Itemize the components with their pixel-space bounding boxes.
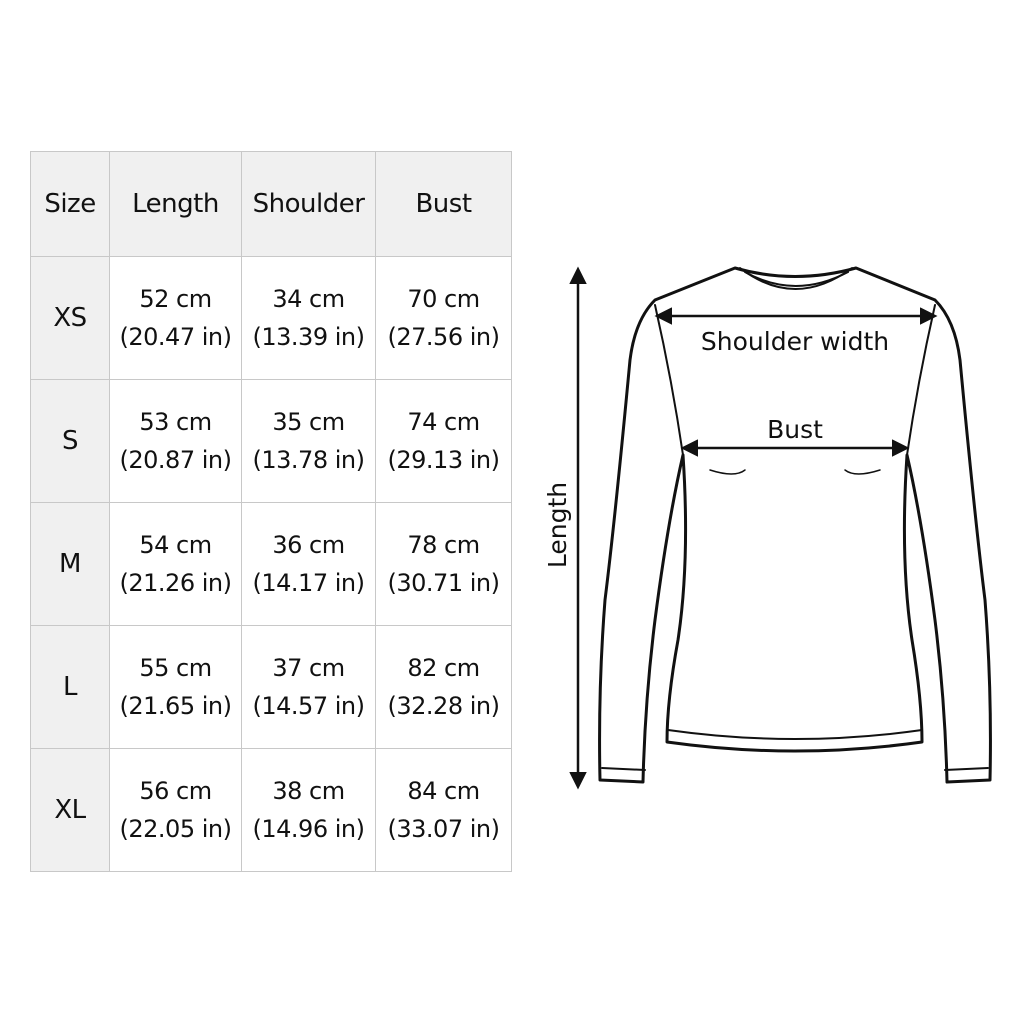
length-label: Length	[543, 482, 572, 568]
table-row: XL 56 cm (22.05 in) 38 cm (14.96 in) 84 cm (33…	[30, 748, 512, 872]
shoulder-cell: 38 cm (14.96 in)	[241, 748, 376, 872]
length-cm-value: 55 cm	[139, 654, 212, 682]
length-in-value: (20.87 in)	[119, 446, 232, 474]
table-row: L 55 cm (21.65 in) 37 cm (14.57 in) 82 cm (32.…	[30, 625, 512, 749]
length-in-value: (20.47 in)	[119, 323, 232, 351]
size-cell: L	[30, 625, 110, 749]
length-in-value: (21.65 in)	[119, 692, 232, 720]
length-in-value: (22.05 in)	[119, 815, 232, 843]
table-header-row: Size Length Shoulder Bust	[30, 151, 512, 257]
shoulder-cm-value: 35 cm	[272, 408, 345, 436]
header-size: Size	[30, 151, 110, 257]
shoulder-in-value: (14.57 in)	[252, 692, 365, 720]
size-cell: XL	[30, 748, 110, 872]
bust-cm-value: 70 cm	[407, 285, 480, 313]
shoulder-cell: 36 cm (14.17 in)	[241, 502, 376, 626]
bust-cm-value: 78 cm	[407, 531, 480, 559]
length-cell: 52 cm (20.47 in)	[109, 256, 242, 380]
size-cell: S	[30, 379, 110, 503]
bust-cell: 74 cm (29.13 in)	[375, 379, 512, 503]
shoulder-cm-value: 36 cm	[272, 531, 345, 559]
shoulder-cell: 34 cm (13.39 in)	[241, 256, 376, 380]
bust-in-value: (27.56 in)	[387, 323, 500, 351]
table-row: S 53 cm (20.87 in) 35 cm (13.78 in) 74 cm (29.…	[30, 379, 512, 503]
header-shoulder: Shoulder	[241, 151, 376, 257]
size-cell: M	[30, 502, 110, 626]
length-cm-value: 53 cm	[139, 408, 212, 436]
length-cell: 53 cm (20.87 in)	[109, 379, 242, 503]
bust-cell: 70 cm (27.56 in)	[375, 256, 512, 380]
bust-cm-value: 82 cm	[407, 654, 480, 682]
bust-cm-value: 84 cm	[407, 777, 480, 805]
length-cm-value: 52 cm	[139, 285, 212, 313]
bust-cell: 84 cm (33.07 in)	[375, 748, 512, 872]
shoulder-in-value: (14.96 in)	[252, 815, 365, 843]
bust-in-value: (33.07 in)	[387, 815, 500, 843]
shoulder-width-label: Shoulder width	[701, 327, 889, 356]
shoulder-cell: 37 cm (14.57 in)	[241, 625, 376, 749]
header-bust: Bust	[375, 151, 512, 257]
shoulder-cm-value: 37 cm	[272, 654, 345, 682]
length-cm-value: 54 cm	[139, 531, 212, 559]
shoulder-cm-value: 34 cm	[272, 285, 345, 313]
length-cell: 55 cm (21.65 in)	[109, 625, 242, 749]
bust-cell: 82 cm (32.28 in)	[375, 625, 512, 749]
bust-cm-value: 74 cm	[407, 408, 480, 436]
length-cm-value: 56 cm	[139, 777, 212, 805]
shoulder-in-value: (13.78 in)	[252, 446, 365, 474]
bust-cell: 78 cm (30.71 in)	[375, 502, 512, 626]
shoulder-in-value: (13.39 in)	[252, 323, 365, 351]
bust-in-value: (30.71 in)	[387, 569, 500, 597]
size-chart-table: Size Length Shoulder Bust XS 52 cm (20.47 …	[30, 151, 512, 872]
shoulder-cm-value: 38 cm	[272, 777, 345, 805]
shoulder-in-value: (14.17 in)	[252, 569, 365, 597]
bust-in-value: (32.28 in)	[387, 692, 500, 720]
bust-in-value: (29.13 in)	[387, 446, 500, 474]
shoulder-cell: 35 cm (13.78 in)	[241, 379, 376, 503]
table-row: XS 52 cm (20.47 in) 34 cm (13.39 in) 70 cm (27…	[30, 256, 512, 380]
length-in-value: (21.26 in)	[119, 569, 232, 597]
table-row: M 54 cm (21.26 in) 36 cm (14.17 in) 78 cm (30.…	[30, 502, 512, 626]
bust-label: Bust	[767, 415, 823, 444]
